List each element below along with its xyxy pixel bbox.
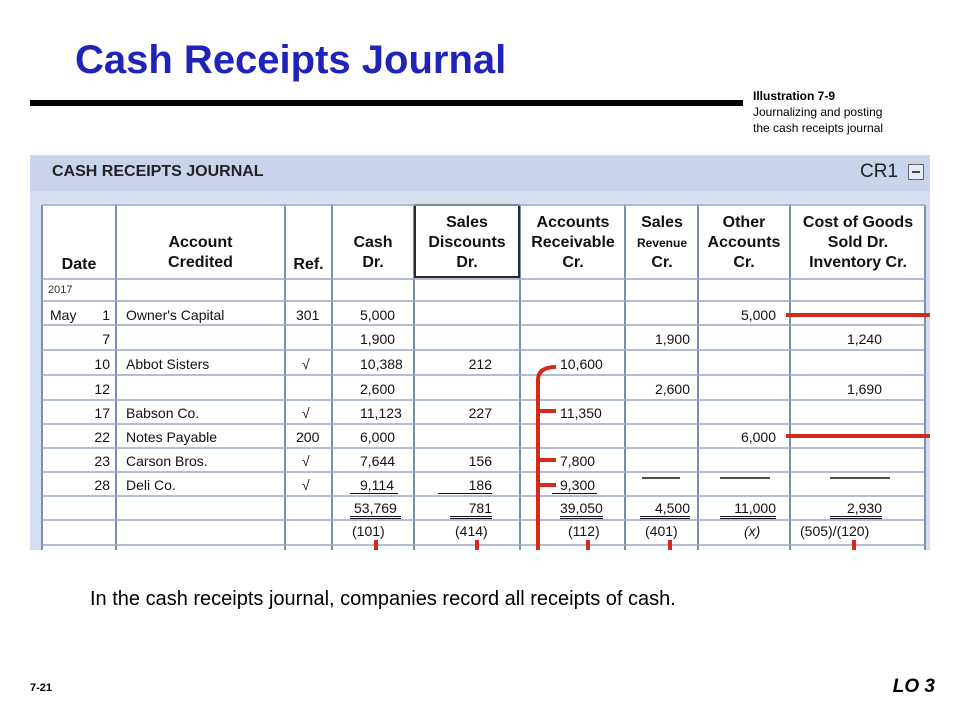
row-disc: 186 xyxy=(438,477,492,494)
caption-text: In the cash receipts journal, companies … xyxy=(90,588,676,610)
row-other: 6,000 xyxy=(740,429,776,445)
row-day: 7 xyxy=(102,331,110,347)
row-disc: 212 xyxy=(468,356,492,372)
title-rule xyxy=(30,100,743,106)
row-other: 5,000 xyxy=(740,307,776,323)
row-cash: 2,600 xyxy=(360,381,396,397)
col-header-other-accounts: Other Accounts Cr. xyxy=(707,214,781,271)
learning-objective: LO 3 xyxy=(892,676,935,697)
row-cash: 6,000 xyxy=(360,429,396,445)
row-cash: 1,900 xyxy=(360,331,396,347)
journal-grid xyxy=(41,204,930,550)
row-account: Babson Co. xyxy=(126,405,200,421)
journal-header-bar: CASH RECEIPTS JOURNAL CR1 xyxy=(30,155,930,191)
row-ar: 7,800 xyxy=(560,453,596,469)
row-day: 22 xyxy=(94,429,110,445)
row-day: 17 xyxy=(94,405,110,421)
row-ref: √ xyxy=(302,405,310,421)
row-disc: 156 xyxy=(468,453,492,469)
journal-year: 2017 xyxy=(48,284,73,296)
total-sales: 4,500 xyxy=(640,500,690,519)
row-ref: 200 xyxy=(296,429,320,445)
journal-heading: CASH RECEIPTS JOURNAL xyxy=(52,163,264,180)
row-cash: 7,644 xyxy=(360,453,396,469)
row-ref: √ xyxy=(302,477,310,493)
row-cogs: 1,690 xyxy=(846,381,882,397)
total-ar: 39,050 xyxy=(560,500,603,519)
posting-lines xyxy=(374,313,930,550)
row-sales: 1,900 xyxy=(654,331,690,347)
illustration-line2: the cash receipts journal xyxy=(753,121,884,135)
row-day: 10 xyxy=(94,356,110,372)
row-cogs: 1,240 xyxy=(846,331,882,347)
post-ref-sales: (401) xyxy=(645,523,678,539)
row-disc: 227 xyxy=(468,405,492,421)
post-ref-ar: (112) xyxy=(568,523,600,539)
col-header-accounts-receivable: Accounts Receivable Cr. xyxy=(531,214,615,271)
slide-title: Cash Receipts Journal xyxy=(75,38,507,82)
illustration-line1: Journalizing and posting xyxy=(753,105,883,119)
row-day: 23 xyxy=(94,453,110,469)
total-cogs: 2,930 xyxy=(830,500,882,519)
row-day: 28 xyxy=(94,477,110,493)
row-cash: 5,000 xyxy=(360,307,396,323)
col-header-cogs-inventory: Cost of Goods Sold Dr. Inventory Cr. xyxy=(802,214,914,271)
row-month: May xyxy=(50,307,77,323)
row-account: Abbot Sisters xyxy=(126,356,210,372)
row-cash: 10,388 xyxy=(360,356,403,372)
total-other: 11,000 xyxy=(720,500,776,519)
row-cash: 11,123 xyxy=(360,405,402,421)
total-disc: 781 xyxy=(450,500,492,519)
post-ref-disc: (414) xyxy=(455,523,488,539)
col-header-ref: Ref. xyxy=(293,256,324,273)
post-ref-other: (x) xyxy=(744,523,761,539)
row-account: Deli Co. xyxy=(126,477,176,493)
row-ar: 9,300 xyxy=(552,477,598,494)
row-account: Owner's Capital xyxy=(126,307,225,323)
col-header-sales-discounts: Sales Discounts Dr. xyxy=(428,214,506,271)
journal-page-ref: CR1 xyxy=(859,161,898,182)
row-ref: 301 xyxy=(296,307,320,323)
row-ref: √ xyxy=(302,356,310,372)
col-header-sales-revenue: Sales Revenue Cr. xyxy=(636,214,688,271)
row-day: 12 xyxy=(94,381,110,397)
cash-receipts-journal: CASH RECEIPTS JOURNAL CR1 xyxy=(30,155,930,550)
col-header-account-credited: Account Credited xyxy=(168,234,233,271)
row-ar: 10,600 xyxy=(560,356,603,372)
post-ref-cogs: (505)/(120) xyxy=(800,523,870,539)
row-ref: √ xyxy=(302,453,310,469)
row-cash: 9,114 xyxy=(350,477,398,494)
row-ar: 11,350 xyxy=(560,405,602,421)
col-header-date: Date xyxy=(61,256,97,273)
col-header-cash: Cash Dr. xyxy=(353,234,393,271)
illustration-label: Illustration 7-9 xyxy=(753,89,836,103)
row-account: Notes Payable xyxy=(126,429,218,445)
total-cash: 53,769 xyxy=(350,500,401,519)
row-sales: 2,600 xyxy=(654,381,690,397)
illustration-caption: Illustration 7-9 Journalizing and postin… xyxy=(753,88,883,136)
row-account: Carson Bros. xyxy=(126,453,208,469)
row-day: 1 xyxy=(102,307,110,323)
post-ref-cash: (101) xyxy=(352,523,385,539)
page-number: 7-21 xyxy=(30,682,53,694)
minimize-icon xyxy=(908,164,924,180)
